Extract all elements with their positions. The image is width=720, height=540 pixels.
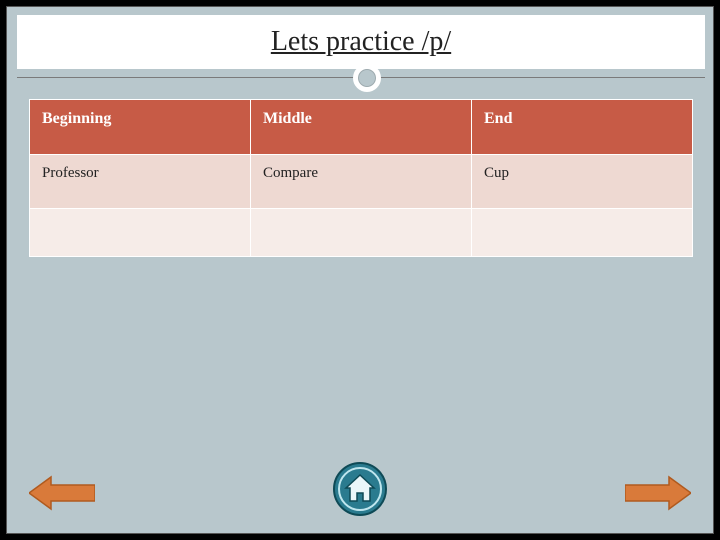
practice-table: Beginning Middle End Professor Compare C… — [29, 99, 693, 257]
forward-arrow-icon — [625, 475, 691, 511]
slide: Lets practice /p/ Beginning Middle End P… — [6, 6, 714, 534]
cell: Cup — [472, 155, 693, 209]
col-header-beginning: Beginning — [30, 100, 251, 155]
back-arrow-icon — [29, 475, 95, 511]
slide-title: Lets practice /p/ — [271, 26, 451, 58]
back-button[interactable] — [29, 475, 95, 511]
table-row — [30, 209, 693, 257]
cell — [30, 209, 251, 257]
cell — [251, 209, 472, 257]
table-row: Professor Compare Cup — [30, 155, 693, 209]
cell: Compare — [251, 155, 472, 209]
title-container: Lets practice /p/ — [17, 15, 705, 69]
home-button[interactable] — [332, 461, 388, 517]
ring-ornament-icon — [353, 64, 381, 92]
forward-button[interactable] — [625, 475, 691, 511]
cell — [472, 209, 693, 257]
cell: Professor — [30, 155, 251, 209]
nav-bar — [7, 457, 713, 517]
col-header-end: End — [472, 100, 693, 155]
col-header-middle: Middle — [251, 100, 472, 155]
home-icon — [332, 461, 388, 517]
table-header-row: Beginning Middle End — [30, 100, 693, 155]
